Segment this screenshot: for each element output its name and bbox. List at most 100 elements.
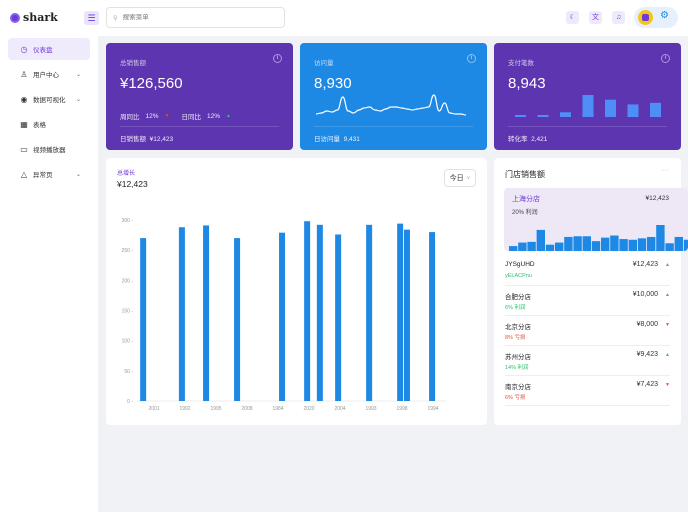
- x-tick-label: 1995: [210, 406, 221, 412]
- store-row[interactable]: 北京分店 8% 亏损 ¥8,000 ▼: [505, 316, 670, 346]
- store-bar: [647, 236, 656, 251]
- store-profit: 8% 亏损: [505, 335, 526, 341]
- store-bar: [555, 242, 564, 251]
- caret-down-icon: ▼: [665, 322, 670, 328]
- caret-up-icon: ▲: [665, 262, 670, 268]
- sidebar-item[interactable]: ◷ 仪表盘: [8, 38, 90, 60]
- info-icon[interactable]: i: [467, 54, 476, 63]
- logo[interactable]: shark: [10, 11, 58, 24]
- chevron-down-icon: ⌄: [75, 71, 81, 78]
- bell-icon[interactable]: ♫: [612, 11, 625, 24]
- chart-bar: [203, 225, 210, 401]
- compare-row: 周同比 12% ▼ 日同比 12% ▲: [120, 111, 231, 122]
- sidebar-item-label: 数据可视化: [33, 97, 66, 104]
- day-value: 12%: [206, 112, 220, 120]
- card-label: 访问量: [314, 60, 334, 67]
- x-tick-label: 1992: [179, 406, 190, 412]
- y-tick-label: 300 -: [122, 218, 134, 224]
- caret-down-icon: ▼: [164, 113, 170, 119]
- caret-up-icon: ▲: [225, 113, 231, 119]
- store-value: ¥9,423: [636, 351, 658, 358]
- sidebar-item[interactable]: ▭ 视频播放器: [8, 138, 90, 160]
- y-tick-label: 100 -: [122, 339, 134, 345]
- card-value: 8,930: [314, 75, 352, 92]
- card-label: 支付笔数: [508, 60, 534, 67]
- y-tick-label: 250 -: [122, 248, 134, 254]
- card-footer: 日销售额 ¥12,423: [120, 133, 173, 143]
- payment-bar: [582, 95, 594, 117]
- payments-bar-chart: [515, 95, 661, 117]
- caret-up-icon: ▲: [665, 292, 670, 298]
- x-tick-label: 2004: [334, 406, 345, 412]
- store-bar: [619, 239, 628, 251]
- store-bar: [656, 225, 665, 251]
- dashboard-icon: ◷: [20, 44, 28, 54]
- store-bar: [509, 246, 518, 251]
- day-label: 日同比: [181, 114, 201, 121]
- info-icon[interactable]: i: [273, 54, 282, 63]
- sidebar-item[interactable]: ♙ 用户中心 ⌄: [8, 63, 90, 85]
- card-footer: 转化率 2,421: [508, 133, 547, 143]
- footer-label: 日销售额: [120, 136, 146, 143]
- footer-value: 2,421: [531, 136, 548, 143]
- avatar[interactable]: [638, 10, 653, 25]
- store-row[interactable]: 合肥分店 6% 利润 ¥10,000 ▲: [505, 286, 670, 316]
- translate-icon[interactable]: 文: [589, 11, 602, 24]
- week-label: 周同比: [120, 114, 140, 121]
- payments-card: 支付笔数 i 8,943 转化率 2,421: [494, 43, 681, 150]
- store-profit: 6% 亏损: [505, 395, 526, 401]
- x-tick-label: 1984: [272, 406, 283, 412]
- featured-store[interactable]: 上海分店 ¥12,423 20% 利润: [504, 188, 688, 251]
- store-row[interactable]: 苏州分店 14% 利润 ¥9,423 ▲: [505, 346, 670, 376]
- menu-toggle-icon[interactable]: ☰: [84, 11, 99, 25]
- sidebar-item[interactable]: ▦ 表格: [8, 113, 90, 135]
- search-box[interactable]: ⚲: [106, 7, 285, 28]
- info-icon[interactable]: i: [661, 54, 670, 63]
- store-sales-panel: 门店销售额 ··· 上海分店 ¥12,423 20% 利润 JYSgUHD yEL…: [494, 158, 688, 425]
- store-profit: 14% 利润: [505, 365, 529, 371]
- sidebar-item-label: 表格: [33, 122, 46, 129]
- card-value: ¥126,560: [120, 75, 183, 92]
- period-select-value: 今日: [449, 175, 464, 182]
- card-value: 8,943: [508, 75, 546, 92]
- store-bar: [536, 229, 545, 251]
- store-value: ¥10,000: [632, 291, 658, 298]
- sidebar-item[interactable]: ◉ 数据可视化 ⌄: [8, 88, 90, 110]
- featured-store-name: 上海分店: [512, 196, 540, 203]
- chevron-down-icon: ⌄: [75, 96, 81, 103]
- store-row[interactable]: 南京分店 6% 亏损 ¥7,423 ▼: [505, 376, 670, 406]
- sidebar-item[interactable]: △ 异常页 ⌄: [8, 163, 90, 185]
- search-input[interactable]: [122, 14, 273, 21]
- store-row[interactable]: JYSgUHD yELACPnu ¥12,423 ▲: [505, 256, 670, 286]
- chart-bar: [335, 234, 342, 401]
- store-name: 合肥分店: [505, 294, 531, 301]
- footer-value: 9,431: [343, 136, 360, 143]
- more-icon[interactable]: ···: [662, 167, 669, 174]
- payment-bar: [560, 112, 571, 117]
- store-bar: [610, 235, 619, 251]
- x-tick-label: 2020: [303, 406, 314, 412]
- dark-mode-icon[interactable]: ☾: [566, 11, 579, 24]
- store-name: 苏州分店: [505, 354, 531, 361]
- divider: [120, 126, 279, 127]
- divider: [508, 126, 667, 127]
- chart-bar: [304, 221, 311, 401]
- store-name: JYSgUHD: [505, 261, 535, 268]
- video-icon: ▭: [20, 144, 28, 154]
- sidebar-item-label: 用户中心: [33, 72, 59, 79]
- chart-bar: [178, 227, 185, 401]
- x-tick-label: 1994: [427, 406, 438, 412]
- visits-card: 访问量 i 8,930 日访问量 9,431: [300, 43, 487, 150]
- chart-bar: [316, 224, 323, 401]
- growth-value: ¥12,423: [117, 179, 148, 189]
- payment-bar: [605, 99, 616, 117]
- chart-bar: [403, 229, 410, 401]
- gear-icon[interactable]: ⚙: [660, 10, 669, 21]
- featured-store-value: ¥12,423: [645, 195, 670, 202]
- featured-store-profit: 20% 利润: [512, 210, 538, 216]
- payment-bar: [515, 115, 526, 117]
- period-select[interactable]: 今日 ∨: [444, 169, 476, 187]
- store-bar: [564, 236, 573, 251]
- user-menu[interactable]: ⚙: [634, 7, 678, 28]
- logo-icon: [10, 12, 20, 23]
